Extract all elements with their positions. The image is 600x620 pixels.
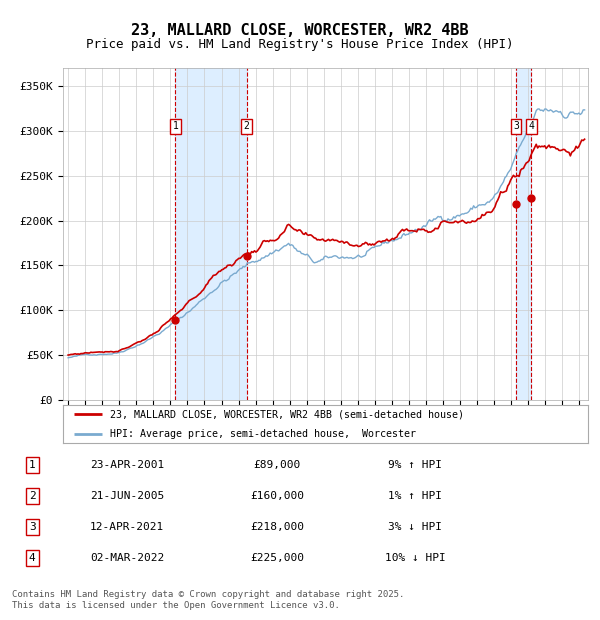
Text: 3% ↓ HPI: 3% ↓ HPI: [388, 522, 442, 532]
Text: 1% ↑ HPI: 1% ↑ HPI: [388, 491, 442, 501]
Bar: [516, 68, 531, 400]
Text: £218,000: £218,000: [250, 522, 304, 532]
Text: 4: 4: [29, 553, 35, 563]
Text: 23, MALLARD CLOSE, WORCESTER, WR2 4BB: 23, MALLARD CLOSE, WORCESTER, WR2 4BB: [131, 23, 469, 38]
Text: 1: 1: [173, 122, 178, 131]
Text: 4: 4: [529, 122, 534, 131]
Text: Price paid vs. HM Land Registry's House Price Index (HPI): Price paid vs. HM Land Registry's House …: [86, 38, 514, 51]
Text: 23-APR-2001: 23-APR-2001: [90, 460, 164, 470]
Text: £89,000: £89,000: [253, 460, 301, 470]
Text: 23, MALLARD CLOSE, WORCESTER, WR2 4BB (semi-detached house): 23, MALLARD CLOSE, WORCESTER, WR2 4BB (s…: [110, 409, 464, 420]
Text: 3: 3: [513, 122, 519, 131]
Text: 3: 3: [29, 522, 35, 532]
Text: £160,000: £160,000: [250, 491, 304, 501]
Text: 21-JUN-2005: 21-JUN-2005: [90, 491, 164, 501]
Bar: [175, 68, 247, 400]
Text: 12-APR-2021: 12-APR-2021: [90, 522, 164, 532]
Text: 2: 2: [29, 491, 35, 501]
Text: HPI: Average price, semi-detached house,  Worcester: HPI: Average price, semi-detached house,…: [110, 428, 416, 439]
Text: 1: 1: [29, 460, 35, 470]
Text: 10% ↓ HPI: 10% ↓ HPI: [385, 553, 446, 563]
Text: 9% ↑ HPI: 9% ↑ HPI: [388, 460, 442, 470]
Text: 2: 2: [244, 122, 250, 131]
Text: £225,000: £225,000: [250, 553, 304, 563]
Text: Contains HM Land Registry data © Crown copyright and database right 2025.
This d: Contains HM Land Registry data © Crown c…: [12, 590, 404, 610]
Text: 02-MAR-2022: 02-MAR-2022: [90, 553, 164, 563]
